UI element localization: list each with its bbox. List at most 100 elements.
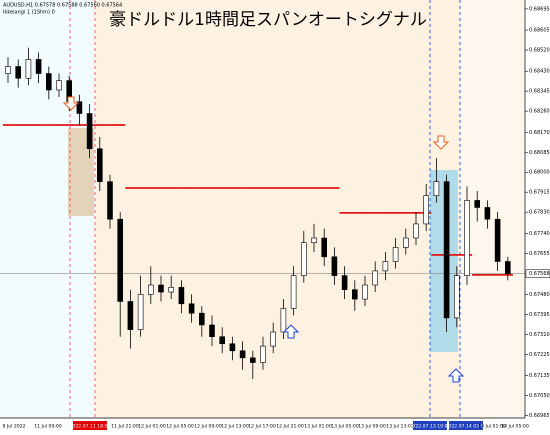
candle-body bbox=[209, 324, 215, 338]
x-tick-label: 12 Jul 09:00 bbox=[194, 424, 222, 430]
x-tick-label: 12 Jul 21:00 bbox=[276, 424, 304, 430]
candle-body bbox=[443, 181, 450, 319]
candle-body bbox=[453, 275, 460, 319]
current-price-label: 0.67568 bbox=[529, 271, 550, 277]
candle-body bbox=[219, 336, 225, 345]
y-tick-label: 0.68520 bbox=[529, 48, 550, 54]
candle-body bbox=[413, 223, 419, 239]
candle-body bbox=[158, 284, 164, 293]
y-tick-label: 0.68695 bbox=[529, 6, 550, 12]
candle-body bbox=[229, 343, 236, 352]
candle-body bbox=[321, 237, 328, 258]
candle-body bbox=[45, 73, 52, 91]
candle-body bbox=[311, 237, 317, 244]
x-tick-label: 2022.07.14 03:00 bbox=[445, 424, 486, 430]
x-tick-label: 14 Jul 01:00 bbox=[478, 424, 506, 430]
candle-body bbox=[423, 195, 430, 225]
x-tick-label: 12 Jul 05:00 bbox=[166, 424, 194, 430]
candle-body bbox=[117, 218, 123, 302]
candle-body bbox=[56, 80, 62, 91]
candle-body bbox=[5, 66, 11, 74]
x-tick-label: 11 Jul 21:00 bbox=[111, 424, 139, 430]
x-tick-label: 12 Jul 13:00 bbox=[221, 424, 249, 430]
candle-body bbox=[280, 308, 287, 333]
y-tick-label: 0.67310 bbox=[529, 332, 550, 338]
x-tick-label: 13 Jul 05:00 bbox=[331, 424, 359, 430]
candle-body bbox=[341, 275, 348, 291]
time-highlight bbox=[449, 421, 483, 430]
x-tick-label: 2022.07.11 18:00 bbox=[69, 424, 110, 430]
candle-body bbox=[15, 66, 21, 79]
y-tick-label: 0.66965 bbox=[529, 413, 550, 419]
candle-body bbox=[35, 59, 42, 74]
price-axis-bg bbox=[525, 0, 550, 435]
candle-body bbox=[433, 181, 440, 197]
y-tick-label: 0.67135 bbox=[529, 373, 550, 379]
x-tick-label: 2022.07.13 19:00 bbox=[409, 424, 450, 430]
y-tick-label: 0.67830 bbox=[529, 210, 550, 216]
y-tick-label: 0.67395 bbox=[529, 312, 550, 318]
candle-body bbox=[148, 284, 154, 295]
x-tick-label: 11 Jul 09:00 bbox=[34, 424, 62, 430]
zone-right bbox=[460, 0, 525, 418]
x-tick-label: 13 Jul 01:00 bbox=[304, 424, 332, 430]
y-tick-label: 0.67915 bbox=[529, 190, 550, 196]
y-tick-label: 0.68170 bbox=[529, 130, 550, 136]
y-tick-label: 0.67655 bbox=[529, 251, 550, 257]
candle-body bbox=[372, 270, 379, 286]
candle-body bbox=[351, 289, 358, 300]
y-tick-label: 0.68000 bbox=[529, 170, 550, 176]
buy-arrow bbox=[447, 368, 465, 383]
x-tick-label: 12 Jul 17:00 bbox=[248, 424, 276, 430]
x-tick-label: 14 Jul 05:00 bbox=[501, 424, 529, 430]
candle-body bbox=[474, 200, 481, 208]
candle-body bbox=[382, 261, 389, 272]
candle-body bbox=[188, 303, 195, 314]
candle-body bbox=[402, 237, 409, 248]
time-highlight bbox=[73, 421, 107, 430]
x-tick-label: 13 Jul 09:00 bbox=[358, 424, 386, 430]
y-tick-label: 0.67740 bbox=[529, 231, 550, 237]
candle-body bbox=[494, 218, 501, 262]
candle-body bbox=[362, 284, 368, 300]
sell-arrow bbox=[62, 96, 80, 111]
candle-body bbox=[260, 345, 266, 363]
candle-body bbox=[199, 312, 205, 326]
y-tick-label: 0.67225 bbox=[529, 352, 550, 358]
candle-body bbox=[270, 331, 277, 347]
y-tick-label: 0.68430 bbox=[529, 69, 550, 75]
candle-body bbox=[239, 350, 246, 359]
y-tick-label: 0.67050 bbox=[529, 393, 550, 399]
candle-body bbox=[290, 275, 297, 309]
header: Ikkeiangi 1 (1Shm) 0 bbox=[3, 10, 55, 16]
current-price-bg bbox=[525, 269, 550, 278]
candle-body bbox=[97, 148, 103, 182]
candle-body bbox=[331, 256, 338, 276]
y-tick-label: 0.67480 bbox=[529, 292, 550, 298]
zone-mid bbox=[95, 0, 460, 418]
candle-body bbox=[86, 113, 93, 150]
y-tick-label: 0.68345 bbox=[529, 89, 550, 95]
candle-body bbox=[250, 357, 256, 363]
sell-arrow bbox=[432, 135, 450, 150]
y-tick-label: 0.68085 bbox=[529, 150, 550, 156]
candle-body bbox=[392, 247, 399, 262]
x-tick-label: 8 Jul 2022 bbox=[2, 424, 25, 430]
candle-body bbox=[25, 59, 32, 79]
header: AUDUSD,H1 0.67578 0.67588 0.67560 0.6756… bbox=[3, 3, 122, 9]
time-highlight bbox=[413, 421, 447, 430]
candle-body bbox=[464, 200, 470, 276]
y-tick-label: 0.68605 bbox=[529, 28, 550, 34]
candle-body bbox=[484, 207, 491, 220]
x-tick-label: 12 Jul 01:00 bbox=[138, 424, 166, 430]
candle-body bbox=[76, 101, 83, 114]
candle-body bbox=[178, 287, 185, 305]
plot bbox=[0, 47, 525, 379]
candle-body bbox=[107, 181, 113, 220]
candle-body bbox=[127, 301, 134, 330]
candle-body bbox=[300, 242, 307, 276]
x-tick-label: 13 Jul 13:00 bbox=[386, 424, 414, 430]
candle-body bbox=[168, 287, 174, 293]
